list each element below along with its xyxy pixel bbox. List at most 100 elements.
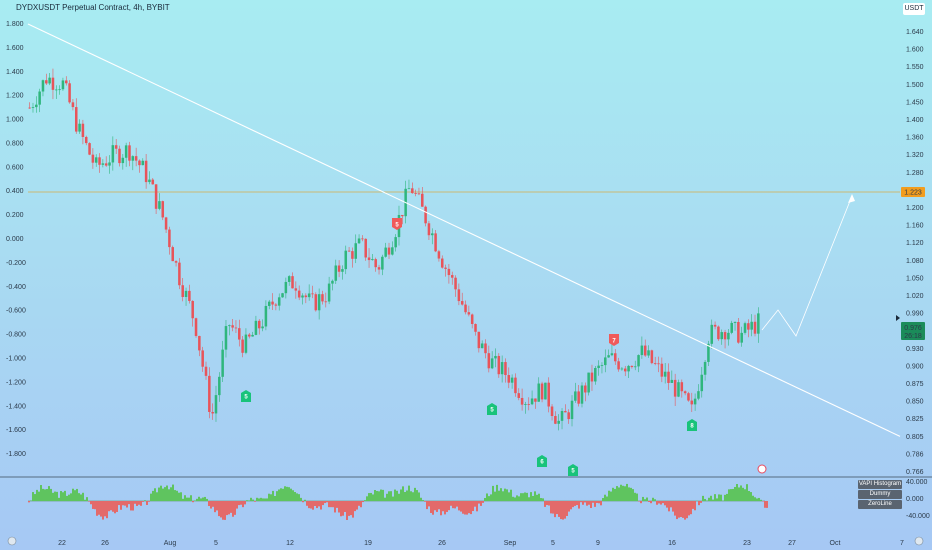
- candle-body[interactable]: [647, 350, 650, 356]
- candle-body[interactable]: [657, 363, 660, 365]
- candle-body[interactable]: [261, 326, 264, 329]
- candle-body[interactable]: [444, 267, 447, 269]
- candle-body[interactable]: [111, 145, 115, 163]
- candle-body[interactable]: [717, 326, 720, 340]
- candle-body[interactable]: [697, 391, 700, 399]
- candle-body[interactable]: [690, 400, 694, 405]
- trendline[interactable]: [27, 23, 901, 437]
- candle-body[interactable]: [214, 395, 218, 414]
- candle-body[interactable]: [637, 355, 640, 367]
- candle-body[interactable]: [171, 247, 174, 262]
- buy-signal-marker[interactable]: [537, 455, 547, 467]
- candle-body[interactable]: [204, 366, 208, 376]
- candle-body[interactable]: [507, 375, 511, 383]
- candle-body[interactable]: [544, 382, 547, 400]
- candle-body[interactable]: [351, 251, 354, 259]
- zoom-reset-icon[interactable]: [914, 536, 924, 546]
- candle-body[interactable]: [94, 157, 98, 163]
- candle-body[interactable]: [81, 123, 85, 137]
- candle-body[interactable]: [134, 156, 138, 161]
- candle-body[interactable]: [604, 357, 607, 366]
- candle-body[interactable]: [687, 393, 690, 401]
- sell-signal-marker[interactable]: [392, 218, 402, 230]
- candle-body[interactable]: [291, 276, 294, 289]
- candle-body[interactable]: [128, 145, 131, 161]
- candle-body[interactable]: [154, 184, 158, 209]
- candle-body[interactable]: [424, 206, 427, 224]
- candle-body[interactable]: [480, 343, 484, 349]
- candle-body[interactable]: [361, 238, 364, 240]
- candle-body[interactable]: [251, 334, 254, 337]
- candle-body[interactable]: [98, 157, 101, 165]
- candle-body[interactable]: [38, 91, 41, 105]
- candle-body[interactable]: [421, 193, 424, 207]
- legend-dummy[interactable]: Dummy: [858, 490, 902, 499]
- candle-body[interactable]: [297, 290, 301, 298]
- candle-body[interactable]: [620, 368, 624, 370]
- candle-body[interactable]: [218, 376, 221, 396]
- candle-body[interactable]: [344, 250, 348, 270]
- candle-body[interactable]: [520, 397, 524, 405]
- candle-body[interactable]: [554, 416, 557, 424]
- candle-body[interactable]: [131, 156, 135, 161]
- candle-body[interactable]: [231, 325, 234, 328]
- candle-body[interactable]: [124, 145, 128, 158]
- candle-body[interactable]: [324, 301, 328, 303]
- candle-body[interactable]: [530, 398, 534, 405]
- candle-body[interactable]: [374, 259, 377, 268]
- candle-body[interactable]: [470, 314, 474, 325]
- candle-body[interactable]: [490, 358, 494, 369]
- legend-vapi-histogram[interactable]: VAPI Histogram: [858, 480, 902, 489]
- candle-body[interactable]: [427, 223, 431, 236]
- currency-button[interactable]: USDT: [903, 3, 925, 15]
- candle-body[interactable]: [84, 136, 88, 144]
- candle-body[interactable]: [610, 353, 614, 356]
- candle-body[interactable]: [91, 154, 95, 163]
- candle-body[interactable]: [221, 349, 224, 377]
- candle-body[interactable]: [743, 323, 747, 333]
- candle-body[interactable]: [281, 293, 284, 298]
- candle-body[interactable]: [31, 107, 35, 108]
- candle-body[interactable]: [68, 83, 71, 103]
- candle-body[interactable]: [264, 305, 268, 327]
- candle-body[interactable]: [434, 233, 437, 252]
- candle-body[interactable]: [88, 143, 91, 155]
- buy-signal-marker[interactable]: [487, 403, 497, 415]
- candle-body[interactable]: [304, 295, 308, 298]
- candle-body[interactable]: [650, 350, 654, 364]
- candle-body[interactable]: [737, 321, 740, 343]
- candle-body[interactable]: [504, 362, 507, 376]
- candle-body[interactable]: [151, 179, 155, 185]
- candle-body[interactable]: [707, 343, 710, 362]
- candle-body[interactable]: [174, 261, 178, 263]
- candle-body[interactable]: [750, 321, 753, 330]
- candle-body[interactable]: [307, 293, 311, 298]
- buy-signal-marker[interactable]: [568, 464, 578, 476]
- candle-body[interactable]: [540, 383, 544, 400]
- candle-body[interactable]: [574, 391, 577, 401]
- candle-body[interactable]: [178, 262, 181, 286]
- candle-body[interactable]: [45, 80, 48, 84]
- candle-body[interactable]: [570, 400, 574, 420]
- candle-body[interactable]: [550, 406, 554, 417]
- candle-body[interactable]: [484, 343, 487, 354]
- candle-body[interactable]: [417, 193, 421, 195]
- candle-body[interactable]: [381, 256, 384, 270]
- candle-body[interactable]: [148, 179, 151, 183]
- candle-body[interactable]: [534, 398, 537, 402]
- candle-body[interactable]: [557, 420, 560, 424]
- candle-body[interactable]: [627, 365, 630, 372]
- candle-body[interactable]: [564, 411, 567, 413]
- candle-body[interactable]: [65, 80, 68, 84]
- candle-body[interactable]: [514, 377, 517, 394]
- candle-body[interactable]: [48, 77, 51, 84]
- candle-body[interactable]: [277, 297, 281, 306]
- candle-body[interactable]: [61, 80, 65, 90]
- alert-icon[interactable]: [757, 464, 767, 474]
- candle-body[interactable]: [347, 250, 351, 252]
- candle-body[interactable]: [753, 321, 757, 334]
- candle-body[interactable]: [401, 214, 404, 217]
- candle-body[interactable]: [567, 412, 570, 420]
- candle-body[interactable]: [161, 201, 165, 218]
